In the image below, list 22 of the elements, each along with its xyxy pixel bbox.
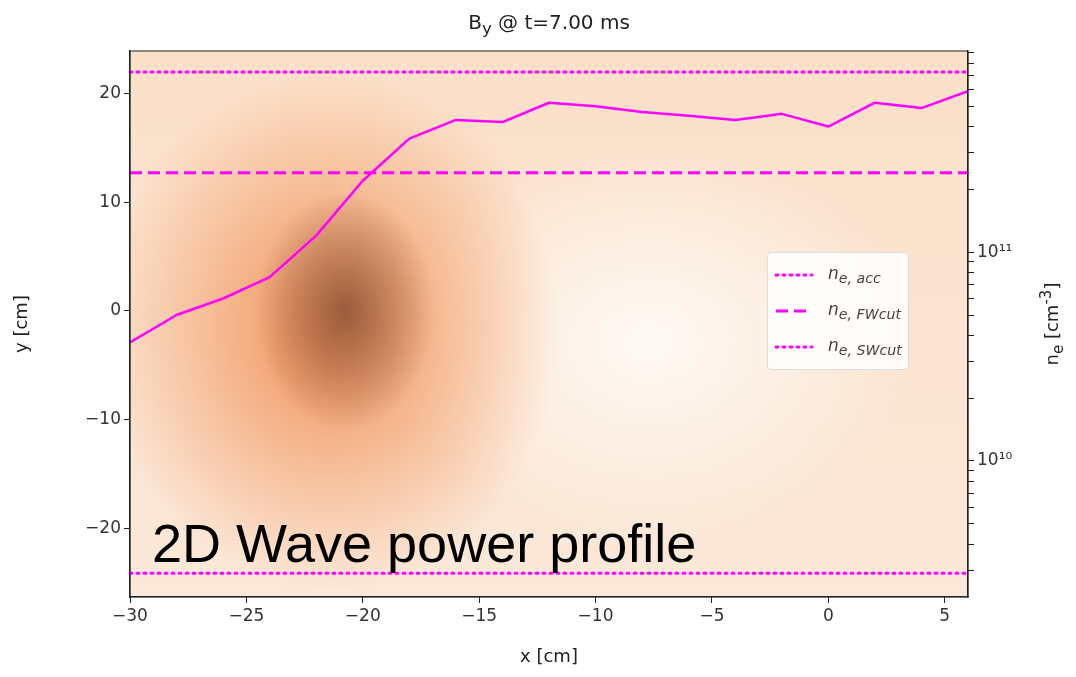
x-tick-label: −15 <box>461 604 498 625</box>
x-tick-label: −10 <box>577 604 614 625</box>
y-axis-title: y [cm] <box>9 295 31 353</box>
x-tick-label: 0 <box>822 604 834 625</box>
y-tick-label: 0 <box>110 299 121 320</box>
legend-label: n$_{e, FWcut}$ <box>828 299 901 323</box>
y2-tick-label: 10¹⁰ <box>977 449 1013 470</box>
chart-title: B$_{y}$ @ t=7.00 ms <box>467 10 631 38</box>
x-tick-label: −5 <box>699 604 725 625</box>
x-axis-title: x [cm] <box>519 645 579 666</box>
y-tick-label: −10 <box>85 408 121 429</box>
x-tick-label: 5 <box>939 604 951 625</box>
x-tick-label: −30 <box>112 604 148 625</box>
annotation: 2D Wave power profile <box>152 512 697 574</box>
legend-label: n$_{e, SWcut}$ <box>828 335 902 359</box>
x-tick-label: −25 <box>228 604 265 625</box>
y-tick-label: 20 <box>99 81 121 102</box>
y-tick-label: 10 <box>99 190 121 211</box>
legend-label: n$_{e, acc}$ <box>828 263 881 287</box>
y2-tick-label: 10¹¹ <box>977 240 1013 261</box>
x-tick-label: −20 <box>344 604 381 625</box>
y-tick-label: −20 <box>85 516 121 537</box>
